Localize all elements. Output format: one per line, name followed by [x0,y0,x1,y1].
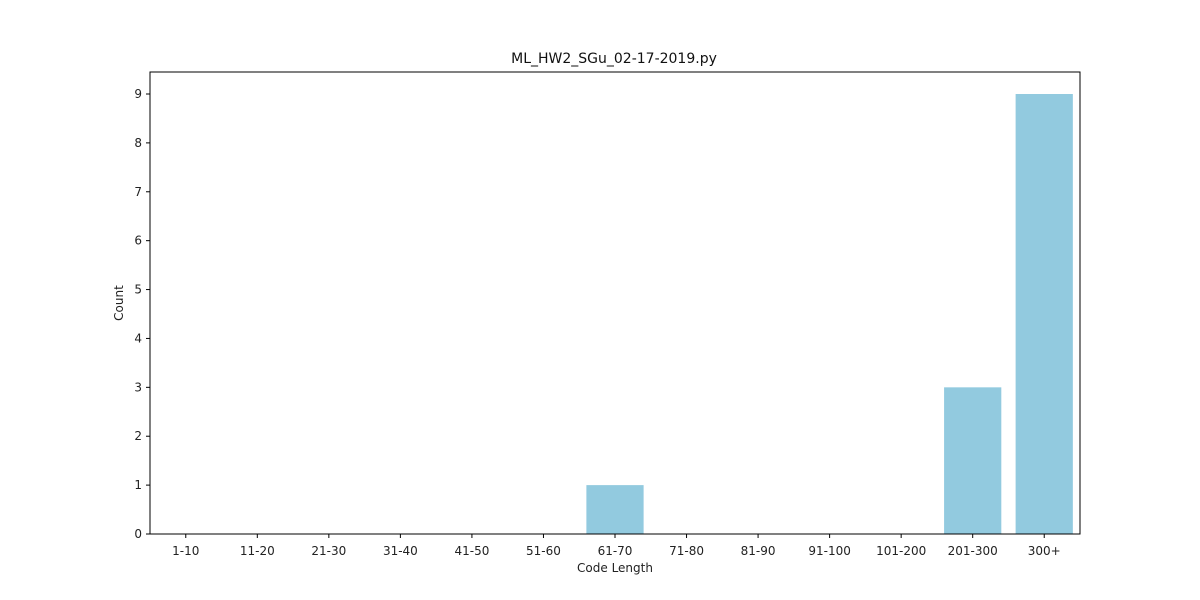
x-tick-label: 201-300 [948,544,998,558]
x-tick-label: 11-20 [240,544,275,558]
chart-title: ML_HW2_SGu_02-17-2019.py [511,51,717,67]
y-axis: 0 1 2 3 4 5 6 7 8 9 [134,87,150,541]
x-tick-label: 101-200 [876,544,926,558]
x-tick-label: 21-30 [311,544,346,558]
bar-61-70 [586,485,644,534]
x-tick-label: 300+ [1028,544,1061,558]
y-tick-label: 1 [134,478,142,492]
y-tick-label: 9 [134,87,142,101]
x-tick-label: 41-50 [454,544,489,558]
y-tick-label: 8 [134,136,142,150]
x-axis-label: Code Length [577,561,653,575]
y-tick-label: 0 [134,527,142,541]
x-tick-label: 91-100 [808,544,851,558]
x-tick-label: 61-70 [598,544,633,558]
y-tick-label: 3 [134,380,142,394]
x-tick-label: 31-40 [383,544,418,558]
bar-300+ [1015,94,1073,534]
y-tick-label: 4 [134,331,142,345]
x-tick-label: 51-60 [526,544,561,558]
bar-201-300 [944,387,1002,534]
x-tick-label: 81-90 [741,544,776,558]
y-tick-label: 6 [134,234,142,248]
plot-frame [149,71,1081,535]
x-axis: 1-10 11-20 21-30 31-40 41-50 51-60 61-70 71-80 8… [172,534,1061,558]
bars-layer [586,94,1073,534]
y-tick-label: 5 [134,283,142,297]
y-tick-label: 2 [134,429,142,443]
x-tick-label: 71-80 [669,544,704,558]
x-tick-label: 1-10 [172,544,199,558]
y-axis-label: Count [112,285,126,321]
y-tick-label: 7 [134,185,142,199]
